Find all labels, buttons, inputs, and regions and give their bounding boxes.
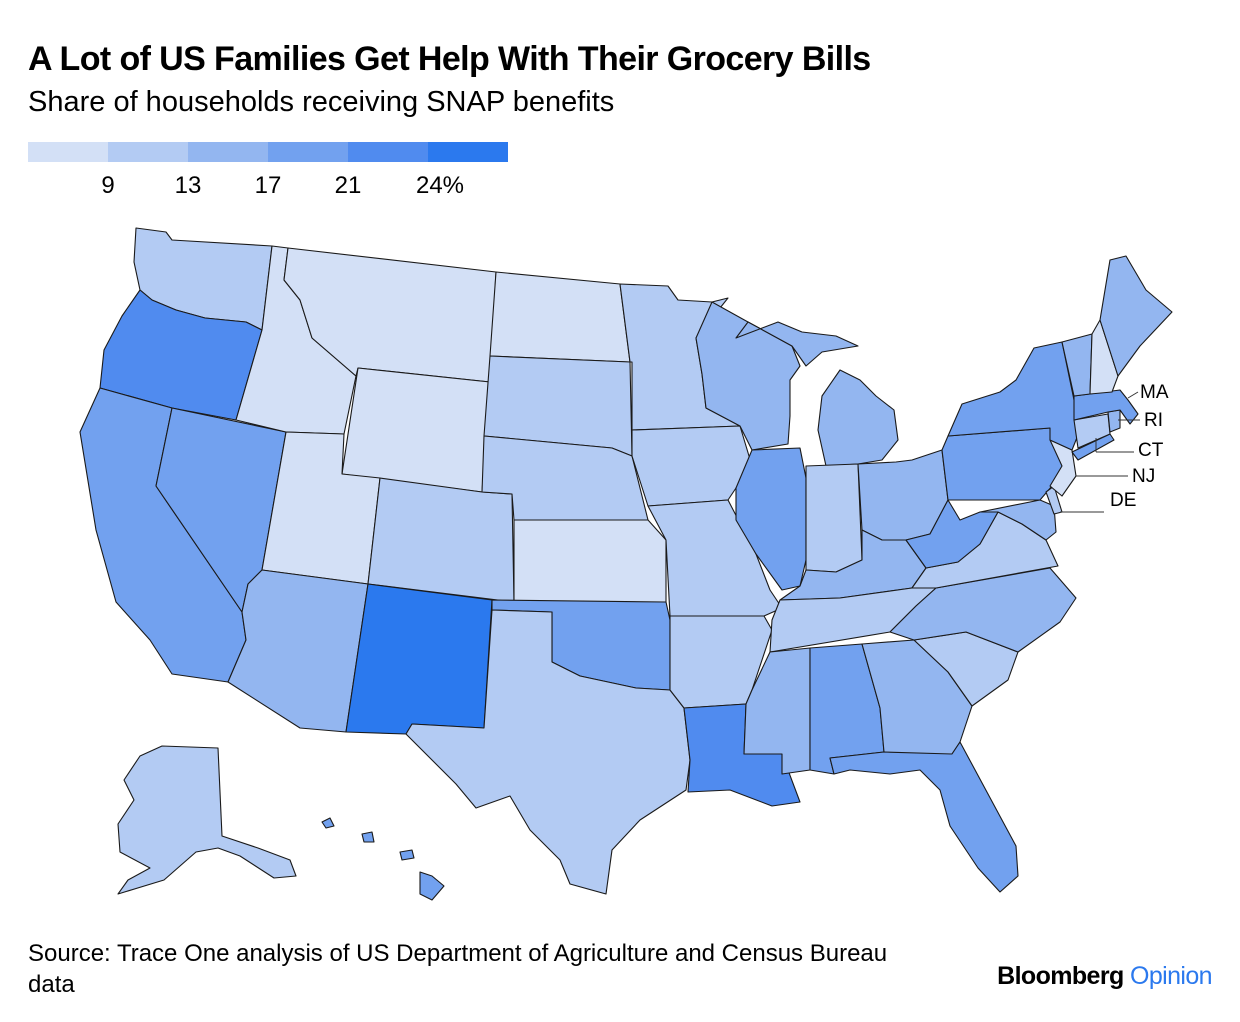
legend-swatch-5	[348, 142, 428, 162]
state-hi-3	[399, 849, 415, 861]
chart-subtitle: Share of households receiving SNAP benef…	[28, 86, 615, 118]
callout-label-nj: NJ	[1132, 466, 1156, 487]
state-hi-2	[361, 831, 375, 843]
state-pa	[941, 427, 1065, 501]
state-hi-1	[321, 817, 335, 829]
brand-logo: Bloomberg Opinion	[997, 962, 1212, 991]
state-nd	[489, 271, 631, 363]
state-md	[979, 499, 1057, 541]
legend-tick-17: 17	[254, 172, 282, 199]
source-note: Source: Trace One analysis of US Departm…	[28, 940, 888, 998]
state-il	[735, 447, 807, 591]
state-mi-lower	[817, 369, 899, 467]
state-ri	[1107, 409, 1121, 433]
legend-swatch-4	[268, 142, 348, 162]
legend-swatch-1	[28, 142, 108, 162]
brand-main: Bloomberg	[997, 962, 1124, 990]
brand-sub: Opinion	[1130, 962, 1213, 990]
callout-line-ma	[1127, 391, 1139, 399]
state-nh	[1089, 319, 1119, 395]
callout-label-ri: RI	[1144, 410, 1163, 431]
callout-label-ct: CT	[1138, 440, 1164, 461]
color-legend: 9 13 17 21 24%	[28, 142, 508, 202]
state-nm	[345, 583, 493, 735]
legend-swatch-2	[108, 142, 188, 162]
callout-label-ma: MA	[1140, 382, 1169, 403]
state-nc	[889, 567, 1077, 653]
state-ia	[631, 425, 753, 507]
us-choropleth-map	[79, 227, 1173, 901]
state-fl	[829, 741, 1019, 893]
state-ak	[117, 745, 297, 895]
state-hi-4	[419, 871, 445, 901]
callout-label-de: DE	[1110, 490, 1137, 511]
legend-color-bar	[28, 142, 508, 162]
legend-tick-9: 9	[101, 172, 115, 199]
state-mi-upper	[735, 321, 859, 367]
state-wy	[341, 367, 491, 493]
chart-title: A Lot of US Families Get Help With Their…	[28, 40, 871, 78]
state-in	[805, 463, 863, 573]
state-ks	[513, 519, 667, 603]
legend-tick-13: 13	[174, 172, 202, 199]
legend-tick-24: 24%	[415, 172, 465, 199]
state-co	[367, 477, 515, 603]
state-az	[227, 569, 369, 733]
legend-tick-21: 21	[334, 172, 362, 199]
legend-swatch-3	[188, 142, 268, 162]
state-ma	[1073, 389, 1139, 425]
state-ct	[1073, 413, 1111, 449]
state-tx	[405, 609, 691, 895]
state-me	[1099, 255, 1173, 377]
legend-swatch-6	[428, 142, 508, 162]
